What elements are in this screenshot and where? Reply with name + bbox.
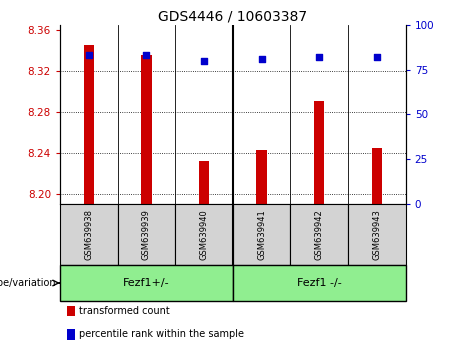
Title: GDS4446 / 10603387: GDS4446 / 10603387 — [158, 10, 307, 24]
Point — [85, 52, 92, 58]
Point — [142, 52, 150, 58]
Bar — [60, 265, 233, 301]
Bar — [348, 204, 406, 265]
Bar — [83, 45, 94, 204]
Bar — [372, 148, 382, 204]
Point — [200, 58, 207, 63]
Text: transformed count: transformed count — [79, 306, 170, 315]
Text: GSM639943: GSM639943 — [372, 209, 381, 260]
Text: GSM639942: GSM639942 — [315, 209, 324, 260]
Bar — [67, 330, 76, 339]
Point — [258, 56, 266, 62]
Bar — [233, 204, 290, 265]
Bar — [175, 204, 233, 265]
Bar — [233, 265, 406, 301]
Text: Fezf1+/-: Fezf1+/- — [123, 278, 170, 288]
Text: genotype/variation: genotype/variation — [0, 278, 56, 288]
Bar — [141, 56, 152, 204]
Point — [315, 54, 323, 60]
Bar — [290, 204, 348, 265]
Text: GSM639940: GSM639940 — [200, 209, 208, 260]
Text: GSM639939: GSM639939 — [142, 209, 151, 260]
Text: GSM639938: GSM639938 — [84, 209, 93, 260]
Text: percentile rank within the sample: percentile rank within the sample — [79, 330, 244, 339]
Bar — [199, 161, 209, 204]
Bar — [60, 204, 118, 265]
Bar — [67, 306, 76, 316]
Bar — [314, 102, 325, 204]
Bar — [256, 149, 267, 204]
Point — [373, 54, 381, 60]
Text: Fezf1 -/-: Fezf1 -/- — [297, 278, 342, 288]
Text: GSM639941: GSM639941 — [257, 209, 266, 260]
Bar — [118, 204, 175, 265]
